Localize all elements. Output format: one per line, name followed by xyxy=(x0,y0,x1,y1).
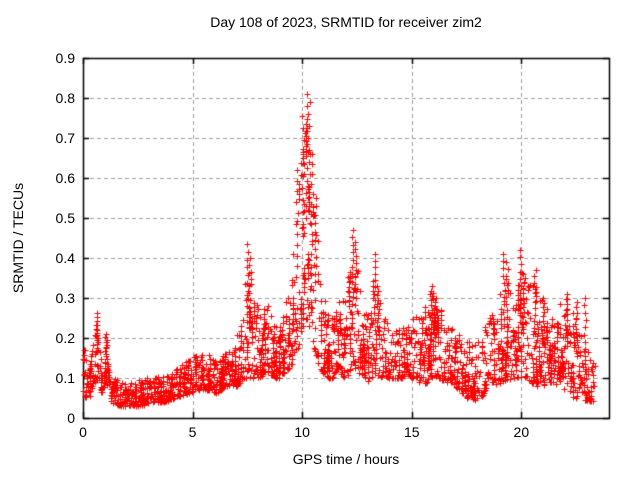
y-tick-label: 0.3 xyxy=(55,290,75,306)
x-tick-label: 10 xyxy=(294,424,310,440)
y-axis-label: SRMTID / TECUs xyxy=(10,182,26,294)
y-tick-label: 0.5 xyxy=(55,210,75,226)
x-axis-label: GPS time / hours xyxy=(292,451,400,467)
x-tick-label: 5 xyxy=(188,424,197,440)
x-tick-label: 0 xyxy=(79,424,87,440)
y-tick-label: 0.8 xyxy=(55,90,75,106)
y-tick-label: 0.6 xyxy=(55,170,75,186)
x-tick-label: 15 xyxy=(403,424,420,440)
chart-title: Day 108 of 2023, SRMTID for receiver zim… xyxy=(210,14,482,30)
y-tick-label: 0.7 xyxy=(55,130,75,146)
y-tick-label: 0.2 xyxy=(55,330,75,346)
x-tick-label: 20 xyxy=(513,424,530,440)
y-tick-label: 0.9 xyxy=(55,50,75,66)
y-tick-label: 0.4 xyxy=(55,250,75,266)
y-tick-label: 0.1 xyxy=(55,370,75,386)
y-tick-label: 0 xyxy=(67,410,75,426)
